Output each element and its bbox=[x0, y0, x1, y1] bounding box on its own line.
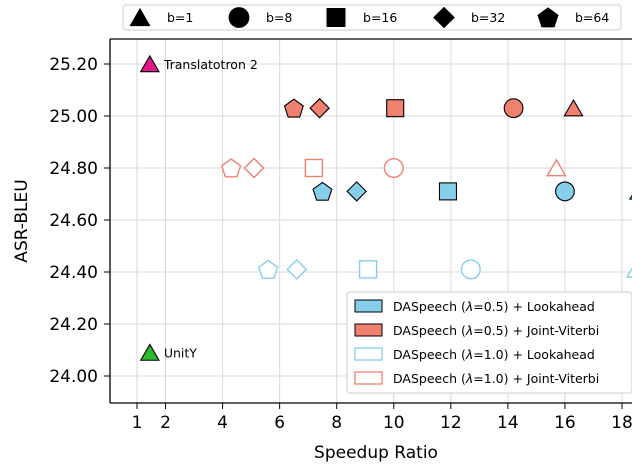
y-tick-label: 24.40 bbox=[49, 263, 98, 283]
series-legend-swatch bbox=[354, 347, 383, 361]
baseline-label: UnitY bbox=[164, 346, 197, 361]
x-tick-label: 10 bbox=[383, 413, 405, 433]
marker-legend-label: b=16 bbox=[363, 10, 397, 25]
legend-triangle-icon bbox=[129, 7, 151, 27]
legend-square-icon bbox=[326, 8, 346, 27]
baseline-point bbox=[139, 343, 160, 361]
x-tick-label: 8 bbox=[331, 413, 342, 433]
y-tick-label: 24.00 bbox=[49, 367, 98, 387]
series-2-circle-point bbox=[460, 259, 481, 280]
y-tick-label: 24.60 bbox=[49, 211, 98, 231]
series-1-pentagon-point bbox=[283, 98, 304, 118]
legend-pentagon-icon bbox=[537, 7, 559, 28]
x-tick-label: 2 bbox=[160, 413, 171, 433]
series-1-circle-point bbox=[503, 98, 524, 119]
y-axis-title: ASR-BLEU bbox=[12, 179, 32, 262]
legend-circle-icon bbox=[228, 7, 250, 28]
data-points bbox=[139, 54, 632, 361]
x-tick-label: 12 bbox=[440, 413, 462, 433]
series-0-pentagon-point bbox=[312, 181, 333, 201]
series-legend-label: DASpeech (λ=0.5) + Joint-Viterbi bbox=[393, 323, 599, 338]
y-tick-label: 25.20 bbox=[49, 55, 98, 75]
series-legend-swatch bbox=[354, 371, 383, 385]
marker-legend-label: b=8 bbox=[266, 10, 292, 25]
legend-diamond-icon bbox=[433, 6, 455, 29]
series-0-diamond-point bbox=[346, 181, 367, 202]
series-legend-frame bbox=[346, 291, 632, 394]
x-tick-label: 18 bbox=[611, 413, 632, 433]
series-1-diamond-point bbox=[309, 97, 330, 119]
series-1-square-point bbox=[386, 99, 405, 118]
y-tick-label: 24.80 bbox=[49, 159, 98, 179]
marker-legend-label: b=1 bbox=[167, 10, 193, 25]
series-legend-swatch bbox=[354, 323, 383, 337]
x-tick-label: 16 bbox=[554, 413, 576, 433]
marker-legend: b=1 b=8 b=16 b=32 b=64 bbox=[122, 4, 622, 31]
x-tick-label: 6 bbox=[274, 413, 285, 433]
axes bbox=[104, 38, 632, 409]
series-3-triangle-point bbox=[546, 158, 567, 177]
series-0-circle-point bbox=[555, 181, 575, 202]
series-legend: DASpeech (λ=0.5) + Lookahead DASpeech (λ=… bbox=[346, 291, 632, 394]
marker-legend-label: b=64 bbox=[575, 10, 609, 25]
baseline-label: Translatotron 2 bbox=[163, 57, 258, 72]
marker-legend-label: b=32 bbox=[471, 10, 505, 25]
series-2-diamond-point bbox=[286, 258, 308, 280]
series-2-square-point bbox=[358, 260, 378, 279]
series-2-triangle-point bbox=[625, 267, 632, 278]
x-tick-label: 4 bbox=[217, 413, 228, 433]
series-3-diamond-point bbox=[243, 157, 265, 179]
series-0-triangle-point bbox=[629, 194, 632, 200]
y-tick-label: 24.20 bbox=[49, 315, 98, 335]
y-tick-label: 25.00 bbox=[49, 107, 98, 127]
series-legend-label: DASpeech (λ=1.0) + Joint-Viterbi bbox=[393, 371, 599, 386]
x-tick-label: 14 bbox=[497, 413, 519, 433]
x-tick-label: 1 bbox=[132, 413, 143, 433]
tick-labels: 1 2 4 6 8 10 12 14 16 18 24.00 24.20 24.40 24.60 24.80… bbox=[12, 55, 632, 463]
marker-legend-frame bbox=[122, 4, 622, 31]
series-legend-swatch bbox=[354, 299, 383, 313]
series-legend-label: DASpeech (λ=0.5) + Lookahead bbox=[393, 299, 595, 314]
series-3-pentagon-point bbox=[220, 158, 242, 178]
series-3-circle-point bbox=[383, 157, 404, 179]
x-axis-title: Speedup Ratio bbox=[314, 443, 438, 463]
series-3-square-point bbox=[304, 158, 324, 178]
series-2-pentagon-point bbox=[258, 259, 279, 279]
baseline-point bbox=[139, 54, 160, 73]
series-legend-label: DASpeech (λ=1.0) + Lookahead bbox=[393, 347, 595, 362]
series-0-square-point bbox=[438, 182, 458, 201]
series-1-triangle-point bbox=[563, 98, 584, 117]
